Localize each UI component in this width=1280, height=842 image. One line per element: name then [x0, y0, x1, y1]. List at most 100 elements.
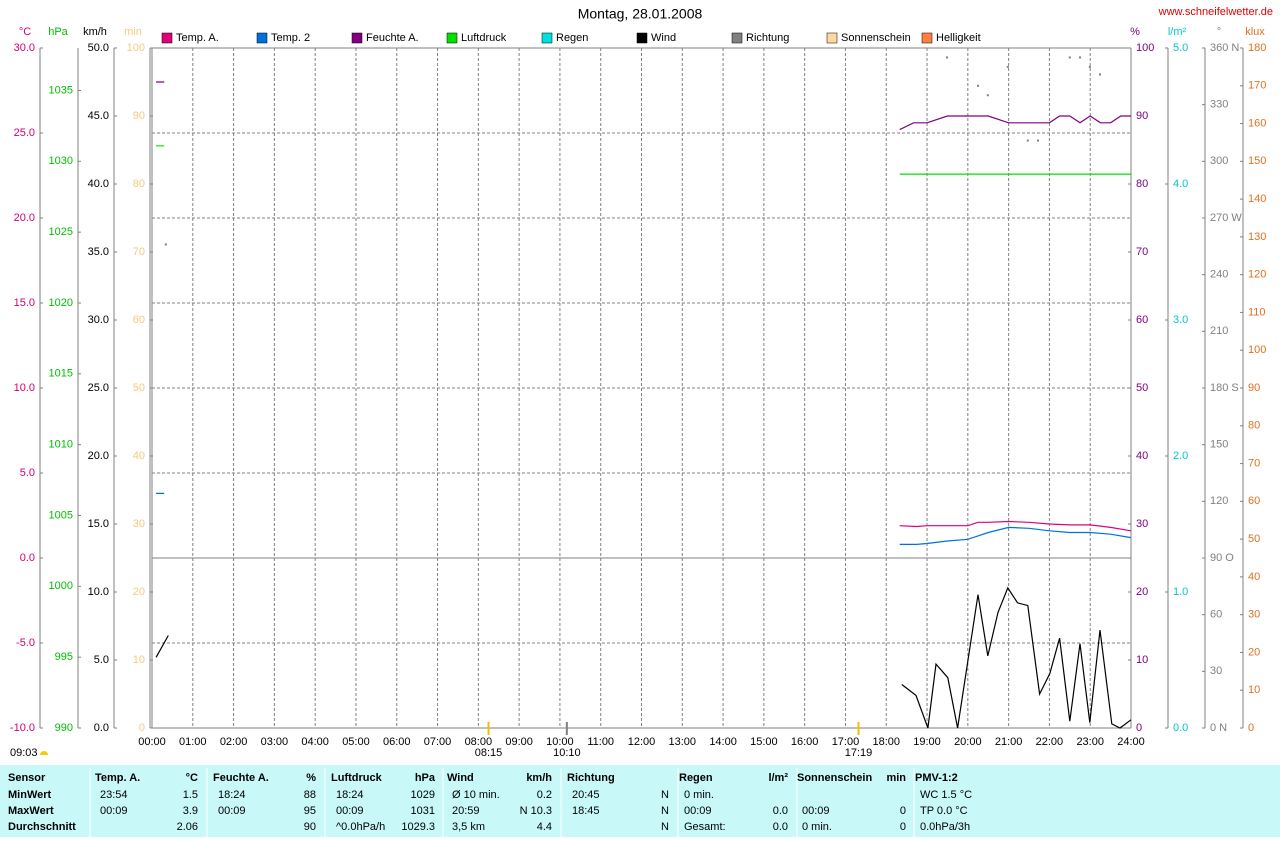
- sun-icon: [40, 751, 48, 755]
- x-tick-label: 24:00: [1117, 736, 1145, 748]
- x-tick-label: 12:00: [628, 736, 656, 748]
- y-tick-label: 50: [1248, 533, 1260, 545]
- x-tick-label: 16:00: [791, 736, 819, 748]
- table-cell: 0: [900, 805, 906, 817]
- y-tick-label: 180 S: [1210, 382, 1239, 394]
- legend-swatch: [161, 32, 173, 44]
- table-cell: ^0.0hPa/h: [336, 821, 385, 833]
- table-cell: WC 1.5 °C: [920, 789, 972, 801]
- y-tick-label: 150: [1248, 155, 1266, 167]
- y-tick-label: 1.0: [1173, 586, 1188, 598]
- y-tick-label: 60: [1210, 609, 1222, 621]
- x-tick-label: 09:00: [505, 736, 533, 748]
- x-tick-label: 07:00: [424, 736, 452, 748]
- y-tick-label: 90: [1248, 382, 1260, 394]
- table-header: Wind: [447, 772, 474, 784]
- series-line: [156, 492, 1132, 545]
- table-cell: 0 min.: [684, 789, 714, 801]
- x-tick-label: 14:00: [709, 736, 737, 748]
- table-cell: 90: [304, 821, 316, 833]
- series-line: [156, 145, 1131, 175]
- table-cell: N: [661, 789, 669, 801]
- y-tick-label: 50: [133, 382, 145, 394]
- table-header: °C: [186, 772, 198, 784]
- table-cell: 95: [304, 805, 316, 817]
- x-tick-label: 11:00: [587, 736, 614, 748]
- x-tick-label: 17:00: [832, 736, 860, 748]
- table-cell: 2.06: [177, 821, 198, 833]
- x-tick-label: 13:00: [669, 736, 697, 748]
- axis-title: l/m²: [1168, 26, 1187, 38]
- table-cell: Ø 10 min.: [452, 789, 500, 801]
- table-cell: 23:54: [100, 789, 128, 801]
- y-tick-label: 300: [1210, 155, 1228, 167]
- legend-swatch: [921, 32, 933, 44]
- axis-title: hPa: [48, 26, 68, 38]
- y-tick-label: 25.0: [88, 382, 109, 394]
- y-tick-label: 130: [1248, 231, 1266, 243]
- x-tick-label: 05:00: [342, 736, 370, 748]
- y-tick-label: -5.0: [16, 637, 35, 649]
- table-cell: 18:24: [218, 789, 246, 801]
- table-header: Temp. A.: [95, 772, 140, 784]
- table-header: Richtung: [567, 772, 615, 784]
- y-tick-label: 70: [1136, 246, 1148, 258]
- table-header: Sonnenschein: [797, 772, 872, 784]
- axis-title: klux: [1245, 26, 1265, 38]
- row-label: MaxWert: [8, 805, 54, 817]
- table-cell: 00:09: [100, 805, 128, 817]
- axis-title: km/h: [83, 26, 107, 38]
- direction-dot: [946, 56, 949, 59]
- y-tick-label: 4.0: [1173, 178, 1188, 190]
- legend-swatch: [731, 32, 743, 44]
- x-tick-label: 04:00: [301, 736, 329, 748]
- y-tick-label: 240: [1210, 269, 1228, 281]
- day-length: 09:03: [10, 747, 38, 759]
- y-tick-label: 140: [1248, 193, 1266, 205]
- x-tick-label: 20:00: [954, 736, 982, 748]
- y-tick-label: 60: [133, 314, 145, 326]
- y-tick-label: 40: [1136, 450, 1148, 462]
- axis-title: °C: [19, 26, 31, 38]
- legend-label: Sonnenschein: [841, 32, 911, 44]
- y-tick-label: 110: [1248, 306, 1266, 318]
- y-tick-label: 995: [55, 651, 73, 663]
- y-tick-label: 90 O: [1210, 552, 1234, 564]
- stats-background: [0, 765, 1280, 837]
- table-cell: 20:45: [572, 789, 600, 801]
- legend-swatch: [636, 32, 648, 44]
- table-cell: 0: [900, 821, 906, 833]
- y-tick-label: 1005: [49, 509, 73, 521]
- y-tick-label: 1035: [49, 84, 73, 96]
- y-tick-label: 60: [1248, 495, 1260, 507]
- legend-label: Helligkeit: [936, 32, 981, 44]
- y-tick-label: 80: [133, 178, 145, 190]
- y-tick-label: 20: [1136, 586, 1148, 598]
- series-line: [155, 586, 1132, 729]
- y-tick-label: 10: [1248, 684, 1260, 696]
- table-header: Feuchte A.: [213, 772, 269, 784]
- y-tick-label: 80: [1136, 178, 1148, 190]
- y-tick-label: 0: [139, 722, 145, 734]
- y-tick-label: 990: [55, 722, 73, 734]
- table-header: %: [306, 772, 316, 784]
- table-cell: N 10.3: [520, 805, 552, 817]
- x-tick-label: 00:00: [138, 736, 166, 748]
- axis-title: °: [1217, 26, 1221, 38]
- y-tick-label: 150: [1210, 439, 1228, 451]
- y-tick-label: 120: [1210, 495, 1228, 507]
- y-tick-label: 120: [1248, 269, 1266, 281]
- x-tick-label: 03:00: [261, 736, 289, 748]
- table-cell: 88: [304, 789, 316, 801]
- y-tick-label: 0 N: [1210, 722, 1227, 734]
- table-header: Regen: [679, 772, 713, 784]
- y-tick-label: 60: [1136, 314, 1148, 326]
- y-tick-label: 170: [1248, 80, 1266, 92]
- direction-dot: [977, 84, 980, 87]
- x-tick-label: 19:00: [913, 736, 941, 748]
- direction-dot: [1026, 139, 1029, 142]
- table-cell: 0.2: [537, 789, 552, 801]
- y-tick-label: 100: [1248, 344, 1266, 356]
